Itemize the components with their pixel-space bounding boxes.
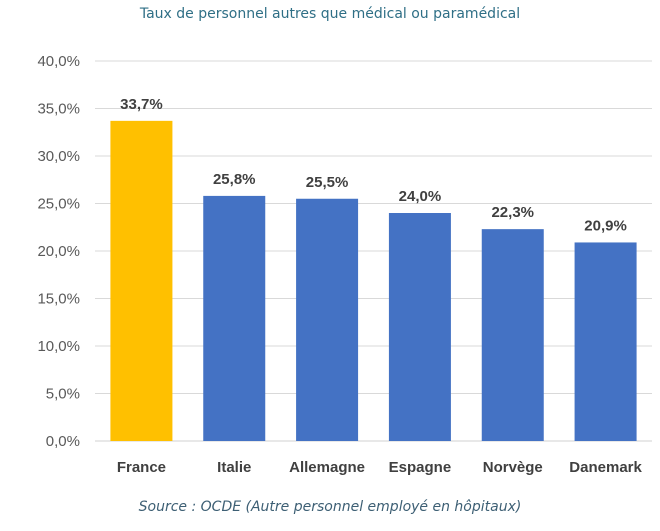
x-axis-categories: France Italie Allemagne Espagne Norvège Danem… bbox=[117, 459, 643, 476]
data-label: 33,7% bbox=[120, 96, 163, 113]
bar-france bbox=[110, 120, 173, 441]
y-tick-label: 10,0% bbox=[37, 338, 80, 355]
x-category-label: Norvège bbox=[483, 459, 543, 476]
bar-espagne bbox=[388, 213, 451, 441]
y-tick-label: 15,0% bbox=[37, 291, 80, 308]
y-tick-label: 35,0% bbox=[37, 101, 80, 118]
data-labels: 33,7% 25,8% 25,5% 24,0% 22,3% 20,9% bbox=[120, 96, 627, 235]
y-axis-ticks: 0,0% 5,0% 10,0% 15,0% 20,0% 25,0% 30,0% 35,0% 40… bbox=[37, 53, 80, 450]
bars bbox=[110, 120, 637, 441]
bar-danemark bbox=[574, 242, 637, 441]
x-category-label: Espagne bbox=[389, 459, 452, 476]
data-label: 24,0% bbox=[399, 188, 442, 205]
data-label: 22,3% bbox=[491, 204, 534, 221]
x-category-label: Allemagne bbox=[289, 459, 365, 476]
bar-italie bbox=[203, 195, 266, 441]
x-category-label: Italie bbox=[217, 459, 251, 476]
data-label: 25,8% bbox=[213, 171, 256, 188]
data-label: 25,5% bbox=[306, 174, 349, 191]
bar-allemagne bbox=[296, 198, 359, 441]
y-tick-label: 0,0% bbox=[46, 433, 80, 450]
y-tick-label: 25,0% bbox=[37, 196, 80, 213]
y-tick-label: 20,0% bbox=[37, 243, 80, 260]
x-category-label: France bbox=[117, 459, 166, 476]
gridlines bbox=[95, 60, 652, 442]
chart-source: Source : OCDE (Autre personnel employé e… bbox=[138, 499, 522, 515]
data-label: 20,9% bbox=[584, 217, 627, 234]
y-tick-label: 40,0% bbox=[37, 53, 80, 70]
y-tick-label: 30,0% bbox=[37, 148, 80, 165]
chart-title: Taux de personnel autres que médical ou … bbox=[139, 6, 521, 22]
x-category-label: Danemark bbox=[569, 459, 642, 476]
bar-norvège bbox=[481, 229, 544, 441]
y-tick-label: 5,0% bbox=[46, 386, 80, 403]
